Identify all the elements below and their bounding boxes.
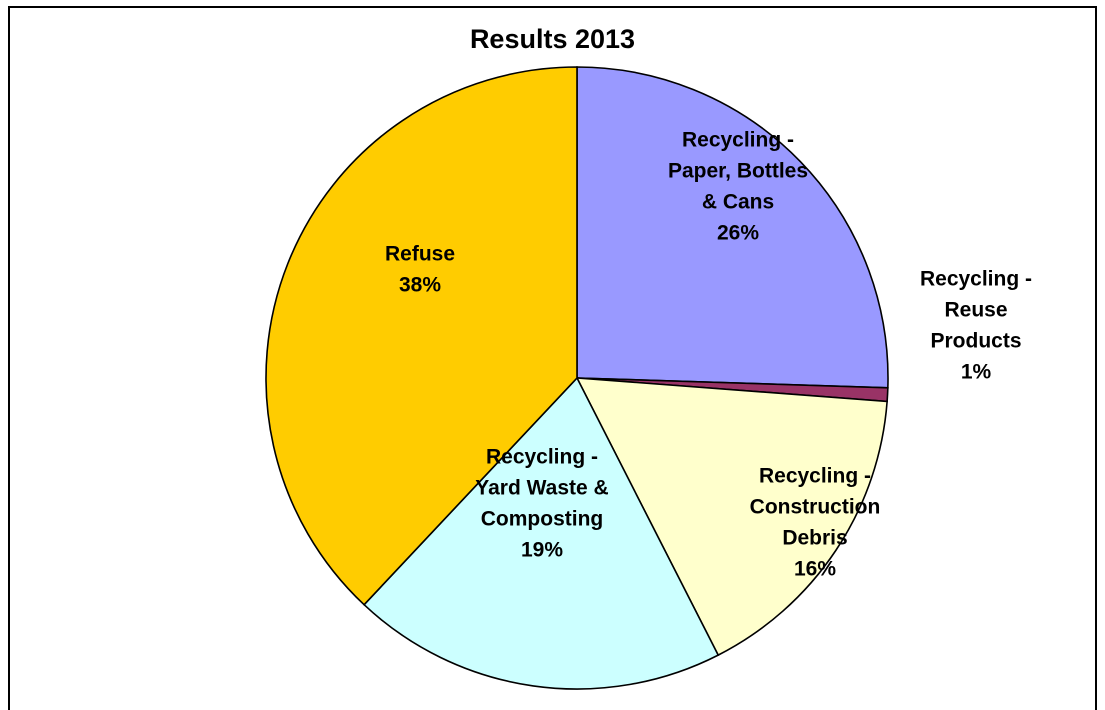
slice-percent-label: 19% bbox=[521, 539, 563, 562]
slice-name-label: Paper, Bottles bbox=[668, 160, 808, 183]
slice-name-label: Reuse bbox=[944, 299, 1007, 322]
slice-name-label: Debris bbox=[782, 527, 847, 550]
slice-name-label: Refuse bbox=[385, 243, 455, 266]
slice-label: Refuse 38% bbox=[385, 243, 455, 297]
slice-name-label: Recycling - bbox=[486, 446, 598, 469]
slice-name-label: Construction bbox=[750, 496, 881, 519]
slice-percent-label: 1% bbox=[961, 361, 992, 384]
slice-name-label: Yard Waste & bbox=[475, 477, 608, 500]
pie-slice bbox=[575, 377, 888, 657]
slice-percent-label: 16% bbox=[794, 558, 836, 581]
slice-name-label: Recycling - bbox=[759, 465, 871, 488]
chart-area bbox=[8, 6, 1097, 710]
slice-percent-label: 26% bbox=[717, 222, 759, 245]
pie-slice bbox=[576, 66, 889, 389]
slice-label: Recycling - Reuse Products 1% bbox=[920, 268, 1032, 384]
slice-name-label: Recycling - bbox=[920, 268, 1032, 291]
slice-label: Recycling - Construction Debris 16% bbox=[750, 465, 881, 581]
slices-layer bbox=[265, 66, 889, 690]
slice-label: Recycling - Yard Waste & Composting 19% bbox=[475, 446, 608, 562]
pie-slice bbox=[265, 66, 578, 606]
labels-layer: Recycling -Paper, Bottles & Cans 26%Recycl… bbox=[385, 129, 1032, 581]
pie-slice bbox=[362, 376, 720, 690]
slice-name-label: Products bbox=[930, 330, 1021, 353]
slice-name-label: Composting bbox=[481, 508, 603, 531]
slice-percent-label: 38% bbox=[399, 274, 441, 297]
chart-title: Results 2013 bbox=[469, 24, 636, 54]
slice-name-label: Recycling - bbox=[682, 129, 794, 152]
slice-name-label: & Cans bbox=[702, 191, 774, 214]
slice-label: Recycling - Paper, Bottles & Cans 26% bbox=[668, 129, 808, 245]
